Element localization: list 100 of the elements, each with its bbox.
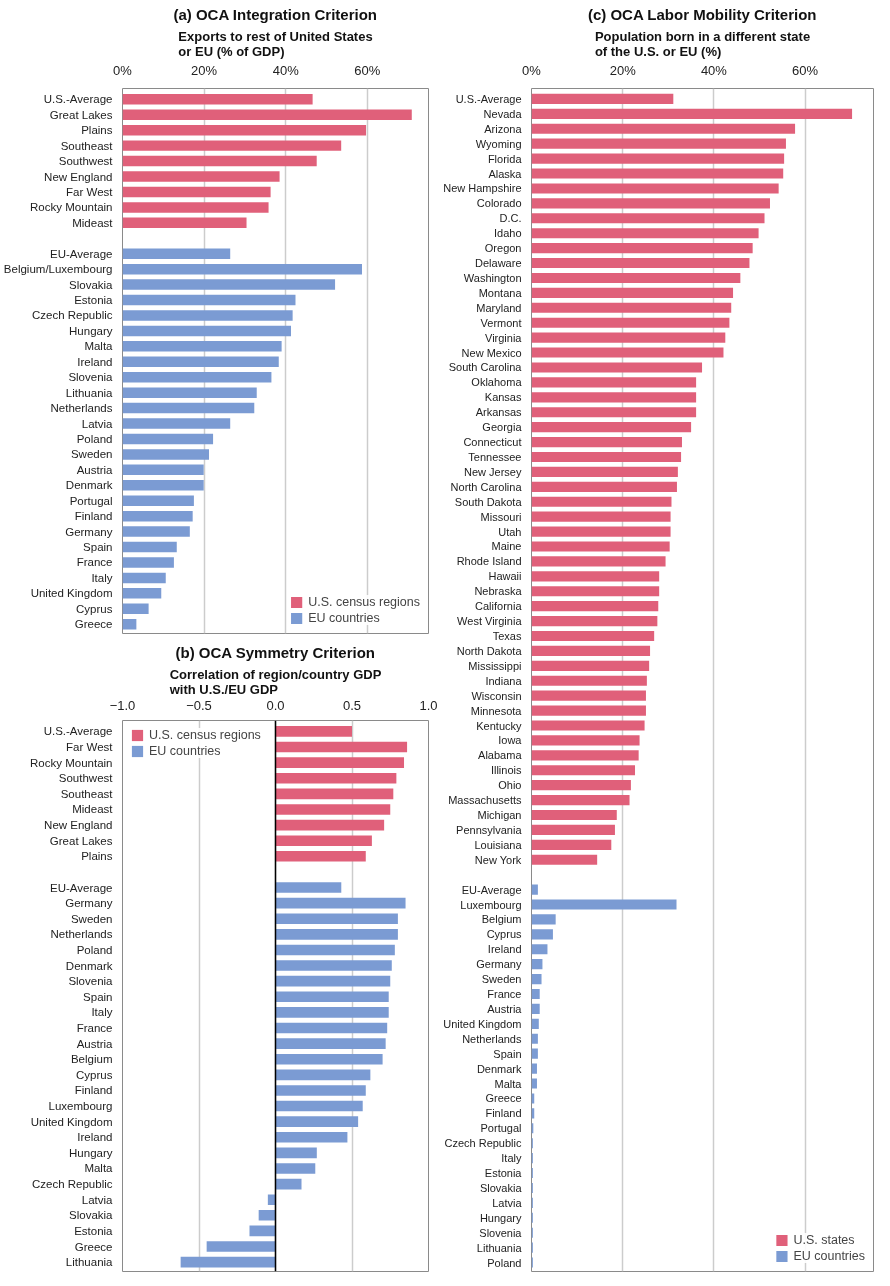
y-tick-label: Portugal [480,1122,522,1135]
bar [122,94,313,105]
bar [531,407,697,418]
y-tick-label: Hawaii [488,570,522,583]
y-tick-label: Netherlands [50,928,113,941]
bar [531,526,671,537]
bar [275,944,395,956]
bar [531,422,692,433]
y-tick-label: New Jersey [464,465,522,478]
y-tick-label: Sweden [70,448,113,461]
x-tick-label: 40% [700,62,728,78]
y-tick-label: Minnesota [470,704,523,717]
bar [275,772,397,784]
y-tick-label: Ireland [77,1131,113,1144]
y-tick-label: Greece [485,1092,522,1105]
y-tick-label: Hungary [69,1146,113,1159]
bar [275,788,394,800]
bar [122,387,257,398]
y-tick-label: New Mexico [461,346,522,359]
bar [275,741,408,753]
y-tick-label: Great Lakes [49,834,113,847]
y-tick-label: Czech Republic [31,309,113,322]
x-tick-label: 20% [609,62,637,78]
legend-label: U.S. census regions [308,595,420,609]
y-tick-label: Hungary [69,324,113,337]
bar [531,824,615,835]
y-tick-label: California [475,600,523,613]
bar [275,1069,371,1081]
y-tick-label: Estonia [74,294,114,307]
y-tick-label: New York [474,853,522,866]
legend-label: U.S. census regions [149,728,261,742]
bar [122,171,280,182]
y-tick-label: Virginia [485,331,523,344]
y-tick-label: Netherlands [462,1032,522,1045]
bar [531,556,666,567]
y-tick-label: Mideast [72,803,114,816]
bar [122,263,362,275]
bar [531,690,646,701]
y-tick-label: Slovenia [68,975,114,988]
y-tick-label: Slovenia [68,371,114,384]
bar [206,1241,276,1252]
y-tick-label: Malta [84,1162,114,1175]
legend-label: EU countries [149,744,221,758]
y-tick-label: Spain [493,1047,522,1060]
bar [531,1078,537,1089]
x-tick-label: 0% [522,62,542,78]
y-tick-label: Belgium/Luxembourg [3,263,113,276]
bar [180,1256,276,1268]
y-tick-label: Colorado [476,197,522,210]
y-tick-label: South Carolina [448,361,523,374]
bar [275,1116,359,1127]
y-tick-label: Slovenia [479,1226,523,1239]
x-tick-label: 20% [191,62,218,78]
y-tick-label: West Virginia [457,615,523,628]
y-tick-label: Oklahoma [471,376,523,389]
bar [122,572,166,584]
bar [531,645,651,656]
y-tick-label: Plains [81,124,113,137]
y-tick-label: Rhode Island [456,555,522,568]
y-tick-label: Wyoming [475,137,522,150]
bar [531,451,682,463]
y-tick-label: Alabama [478,749,523,762]
bar [258,1210,276,1221]
y-tick-label: Belgium [70,1053,113,1066]
bar [122,510,193,522]
y-tick-label: Illinois [490,764,522,777]
bar [275,1131,348,1143]
bar [531,183,779,194]
bar [531,347,724,358]
y-tick-label: Arizona [484,122,523,135]
bar [122,402,255,414]
y-tick-label: Luxembourg [460,898,522,911]
bar [531,123,796,134]
bar [531,1048,538,1059]
y-tick-label: Denmark [65,479,113,492]
y-tick-label: Cyprus [76,602,113,615]
y-tick-label: Rocky Mountain [30,201,113,214]
y-tick-label: Portugal [69,494,113,507]
y-tick-label: Kentucky [476,719,522,732]
y-tick-label: Florida [487,152,523,165]
bar [122,541,177,553]
y-tick-label: New England [44,170,113,183]
chart-subtitle: Exports to rest of United States or EU (% of GDP) [178,28,373,59]
bar [122,588,162,599]
bar [531,168,784,179]
bar [531,959,543,970]
chart-subtitle: Population born in a different state of the U.S. or EU (%) [594,28,811,59]
legend-label: EU countries [308,611,380,625]
bar [531,765,636,776]
bar [275,850,366,862]
bar [122,294,296,306]
y-tick-label: Spain [83,541,113,554]
y-tick-label: Idaho [493,227,522,240]
y-tick-label: Tennessee [468,450,522,463]
bar [531,854,598,865]
bar [122,480,204,491]
bar [531,660,650,671]
y-tick-label: North Carolina [450,480,523,493]
bar [122,449,209,460]
y-tick-label: U.S.-Average [43,93,113,106]
